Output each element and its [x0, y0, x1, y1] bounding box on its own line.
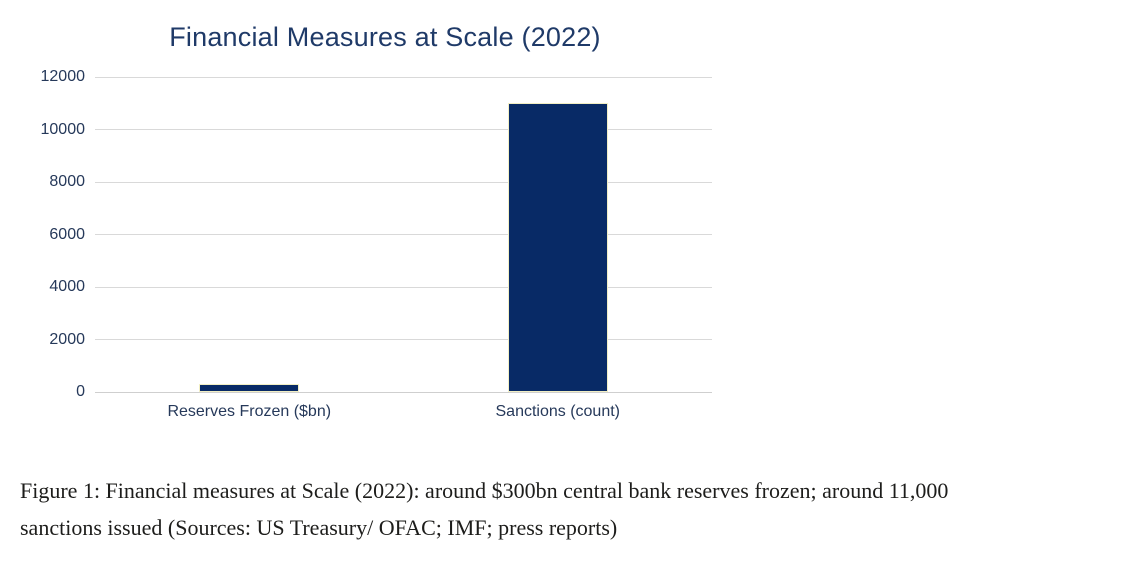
- y-tick-label: 0: [76, 383, 85, 400]
- y-tick-label: 2000: [49, 330, 85, 348]
- x-tick-label: Reserves Frozen ($bn): [167, 403, 332, 420]
- y-axis-labels: 0 2000 4000 6000 8000 10000 12000: [0, 68, 86, 400]
- y-tick-label: 12000: [40, 68, 86, 85]
- gridline: [95, 76, 712, 78]
- y-tick-label: 8000: [49, 173, 85, 190]
- x-tick-label: Sanctions (count): [495, 403, 621, 420]
- gridline: [95, 181, 712, 183]
- y-tick-label: 6000: [49, 225, 85, 243]
- gridline: [95, 234, 712, 235]
- bar-reserves-frozen: [199, 384, 300, 392]
- caption-line-2: sanctions issued (Sources: US Treasury/ …: [20, 515, 618, 540]
- gridline: [95, 339, 712, 340]
- bar-sanctions: [507, 103, 608, 392]
- caption-line-1: Figure 1: Financial measures at Scale (2…: [20, 478, 949, 503]
- figure-caption: Figure 1: Financial measures at Scale (2…: [20, 472, 1130, 546]
- y-tick-label: 4000: [49, 278, 85, 295]
- chart-title: Financial Measures at Scale (2022): [169, 22, 601, 52]
- x-axis-line: [95, 391, 712, 393]
- gridline: [95, 286, 712, 288]
- gridline: [95, 129, 712, 130]
- y-tick-label: 10000: [40, 120, 86, 138]
- x-axis-labels: Reserves Frozen ($bn) Sanctions (count): [95, 403, 712, 425]
- plot-area: [95, 76, 712, 393]
